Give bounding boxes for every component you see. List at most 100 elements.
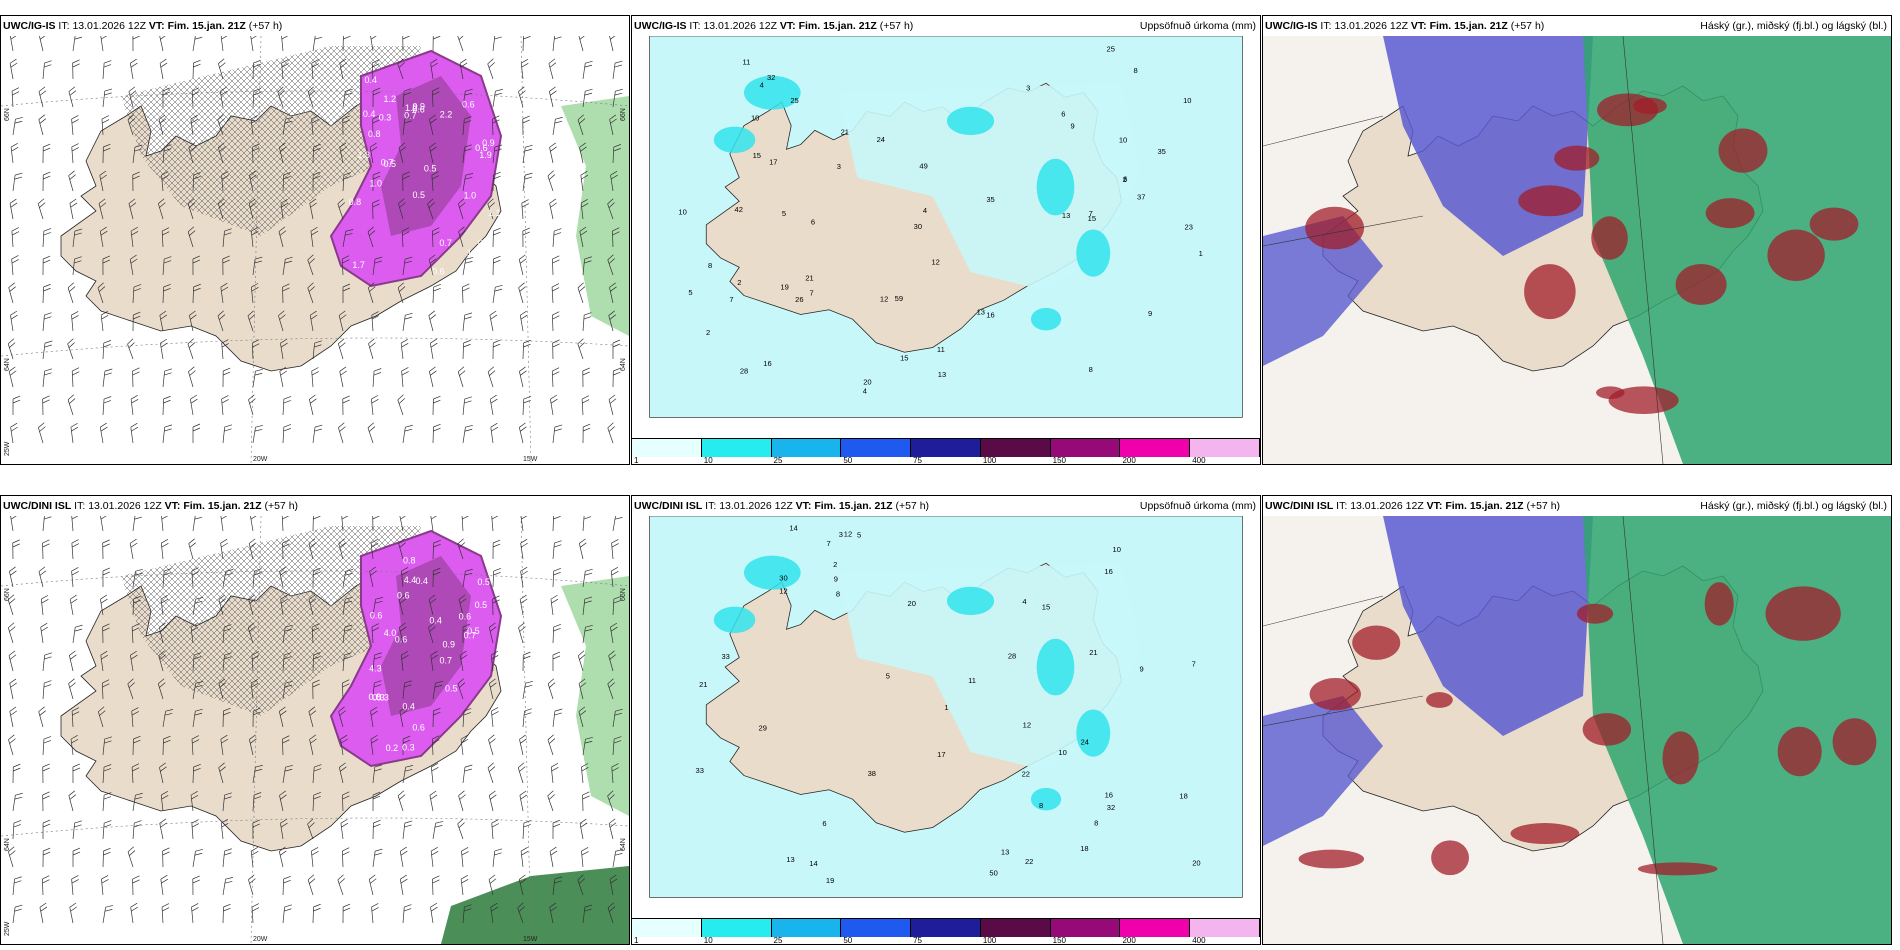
precip-value-label: 20 <box>908 599 916 608</box>
longitude-line <box>250 36 262 464</box>
wind-barb <box>40 622 48 644</box>
wind-barb <box>341 847 350 868</box>
precip-value-label: 12 <box>844 529 852 538</box>
precip-value-label: 15 <box>1042 603 1050 612</box>
longitude-line <box>520 36 532 464</box>
wind-barb <box>162 568 172 588</box>
wind-barb <box>522 172 533 192</box>
precip-value-label: 9 <box>834 575 838 584</box>
wind-barb <box>217 114 225 136</box>
wind-barb <box>131 763 140 784</box>
wind-barb <box>399 874 408 896</box>
wind-barb <box>521 199 530 220</box>
wind-barb <box>192 59 201 80</box>
wind-barb <box>38 114 47 136</box>
wind-barb <box>339 142 347 164</box>
precip-value-label: 5 <box>857 531 861 540</box>
wind-barb <box>132 875 140 896</box>
wind-barb <box>162 256 172 276</box>
wind-barb <box>12 116 23 136</box>
wind-barb <box>10 422 18 444</box>
wind-barb <box>372 819 381 840</box>
wind-barb <box>282 680 293 700</box>
wind-barb <box>72 59 80 80</box>
wind-barb <box>252 256 263 276</box>
precip-value-label: 5 <box>886 672 890 681</box>
panel-subtitle: Uppsöfnuð úrkoma (mm) <box>1139 20 1256 32</box>
wind-barb <box>308 538 317 560</box>
grid-line <box>1263 36 1664 464</box>
precip-value-label: 15 <box>753 151 761 160</box>
precip-value-label: 35 <box>1157 147 1165 156</box>
wind-barb <box>307 282 315 304</box>
precip-value-label: 12 <box>779 586 787 595</box>
snow-value-label: 1.2 <box>405 103 418 113</box>
wind-barb <box>192 763 201 784</box>
precip-area-heavy <box>1076 709 1111 757</box>
precip-value-label: 4 <box>760 81 764 90</box>
wind-barb <box>162 709 174 728</box>
precip-value-label: 13 <box>1062 211 1070 220</box>
precip-value-label: 14 <box>809 859 817 868</box>
wind-barb <box>577 114 586 136</box>
wind-barb <box>7 622 16 644</box>
longitude-label: 25W <box>4 441 11 456</box>
wind-barb <box>370 706 378 728</box>
wind-barb <box>522 115 530 136</box>
wind-barb <box>282 256 293 276</box>
wind-barb <box>162 735 171 756</box>
colorbar-ticks: 1 10 25 50 75 100 150 200 400 <box>632 456 1260 465</box>
wind-barb <box>519 366 527 388</box>
low-cloud-area <box>1608 386 1679 415</box>
precip-value-label: 10 <box>1119 136 1127 145</box>
precip-area-heavy <box>1030 787 1062 811</box>
precip-value-label: 7 <box>1089 209 1093 218</box>
wind-barb <box>70 422 79 444</box>
precip-value-label: 32 <box>1107 803 1115 812</box>
wind-barb <box>282 764 293 784</box>
wind-barb <box>522 396 532 416</box>
wind-barb <box>307 254 315 276</box>
wind-snow-map: 0.30.50.71.11.20.50.90.81.01.70.40.61.32… <box>1 36 629 464</box>
wind-barb <box>457 678 466 700</box>
wind-barb <box>130 394 139 416</box>
wind-barb <box>582 736 593 756</box>
wind-barb <box>157 678 166 700</box>
colorbar-tick-label: 200 <box>1122 456 1136 465</box>
precip-area-heavy <box>1030 307 1062 331</box>
wind-barb <box>221 171 229 192</box>
wind-barb <box>462 88 473 108</box>
wind-barb <box>192 848 203 868</box>
wind-barb <box>72 763 81 784</box>
precip-value-label: 22 <box>1022 769 1030 778</box>
precip-value-label: 10 <box>1058 748 1066 757</box>
wind-barb <box>612 88 623 108</box>
wind-barb <box>101 115 110 136</box>
wind-barb <box>247 622 256 644</box>
wind-barb <box>11 227 20 248</box>
colorbar-swatch <box>980 919 1051 937</box>
wind-barb <box>582 568 593 588</box>
precip-value-label: 12 <box>931 257 939 266</box>
colorbar-swatch <box>632 439 702 457</box>
precip-value-label: 8 <box>1094 819 1098 828</box>
wind-barb <box>578 538 587 560</box>
wind-barb <box>401 227 410 248</box>
wind-barb <box>38 36 47 52</box>
wind-barb <box>522 144 533 164</box>
wind-barb <box>368 338 376 360</box>
wind-barb <box>71 367 80 388</box>
wind-barb <box>397 282 406 304</box>
precip-map: 2018218122232192829383321241416101789131… <box>649 516 1243 898</box>
wind-barb <box>42 255 51 276</box>
panel-subtitle: Háský (gr.), miðský (fj.bl.) og lágský (… <box>1700 500 1887 512</box>
wind-barb <box>281 516 290 532</box>
wind-barb <box>578 706 587 728</box>
wind-barb <box>282 904 292 924</box>
wind-barb <box>522 227 530 248</box>
wind-barb <box>611 763 619 784</box>
wind-barb <box>462 173 474 192</box>
colorbar-swatch <box>1120 919 1191 937</box>
snow-value-label: 4.4 <box>404 575 417 585</box>
wind-barb <box>102 764 112 784</box>
